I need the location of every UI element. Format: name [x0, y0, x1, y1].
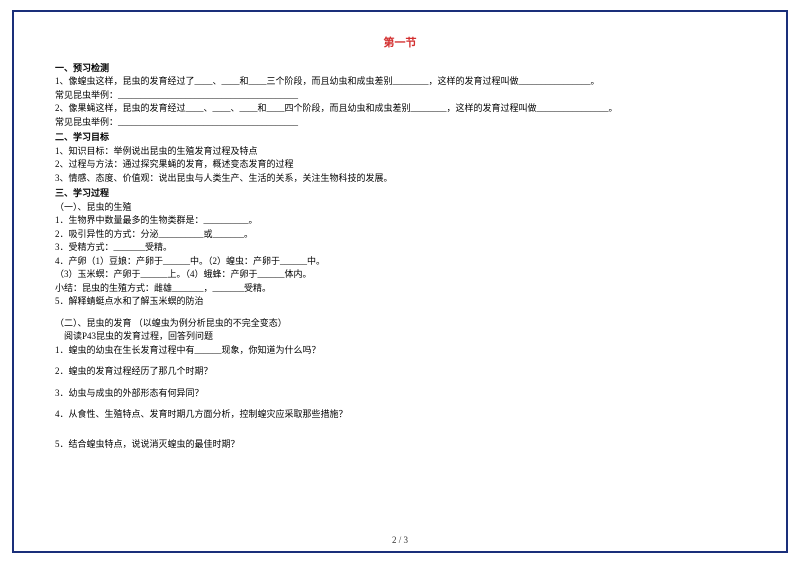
- text-line: 3．幼虫与成虫的外部形态有何异同？: [55, 387, 745, 401]
- text-line: 1．生物界中数量最多的生物类群是：__________。: [55, 214, 745, 228]
- text-line: 3、情感、态度、价值观：说出昆虫与人类生产、生活的关系，关注生物科技的发展。: [55, 172, 745, 186]
- section-1-header: 一、预习检测: [55, 62, 745, 76]
- subsection-header: （二）、昆虫的发育 （以蝗虫为例分析昆虫的不完全变态）: [55, 317, 745, 331]
- text-line: 5．解释蜻蜓点水和了解玉米螟的防治: [55, 295, 745, 309]
- text-line: 4．从食性、生殖特点、发育时期几方面分析，控制蝗灾应采取那些措施？: [55, 408, 745, 422]
- text-line: 5．结合蝗虫特点，说说消灭蝗虫的最佳时期？: [55, 438, 745, 452]
- text-line: 阅读P43昆虫的发育过程，回答列问题: [55, 330, 745, 344]
- document-content: 第一节 一、预习检测 1、像蝗虫这样，昆虫的发育经过了____、____和___…: [55, 35, 745, 528]
- document-title: 第一节: [55, 35, 745, 52]
- text-line: 小结：昆虫的生殖方式：雌雄_______，_______受精。: [55, 282, 745, 296]
- text-line: 2、过程与方法：通过探究果蝇的发育，概述变态发育的过程: [55, 158, 745, 172]
- text-line: （3）玉米螟：产卵于______上。（4）蛾蜂：产卵于______体内。: [55, 268, 745, 282]
- text-line: 2．吸引异性的方式：分泌__________或_______。: [55, 228, 745, 242]
- section-3-header: 三、学习过程: [55, 187, 745, 201]
- subsection-header: （一）、昆虫的生殖: [55, 201, 745, 215]
- text-line: 2、像果蝇这样，昆虫的发育经过____、____、____和____四个阶段，而…: [55, 102, 745, 116]
- section-2-header: 二、学习目标: [55, 131, 745, 145]
- text-line: 3．受精方式：_______受精。: [55, 241, 745, 255]
- text-line: 4．产卵（1）豆娘：产卵于______中。（2）蝗虫：产卵于______中。: [55, 255, 745, 269]
- text-line: 1、知识目标：举例说出昆虫的生殖发育过程及特点: [55, 145, 745, 159]
- text-line: 2．蝗虫的发育过程经历了那几个时期？: [55, 365, 745, 379]
- page-number: 2 / 3: [0, 535, 800, 545]
- text-line: 1、像蝗虫这样，昆虫的发育经过了____、____和____三个阶段，而且幼虫和…: [55, 75, 745, 89]
- text-line: 常见昆虫举例：_________________________________…: [55, 89, 745, 103]
- text-line: 1．蝗虫的幼虫在生长发育过程中有______现象，你知道为什么吗？: [55, 344, 745, 358]
- text-line: 常见昆虫举例：_________________________________…: [55, 116, 745, 130]
